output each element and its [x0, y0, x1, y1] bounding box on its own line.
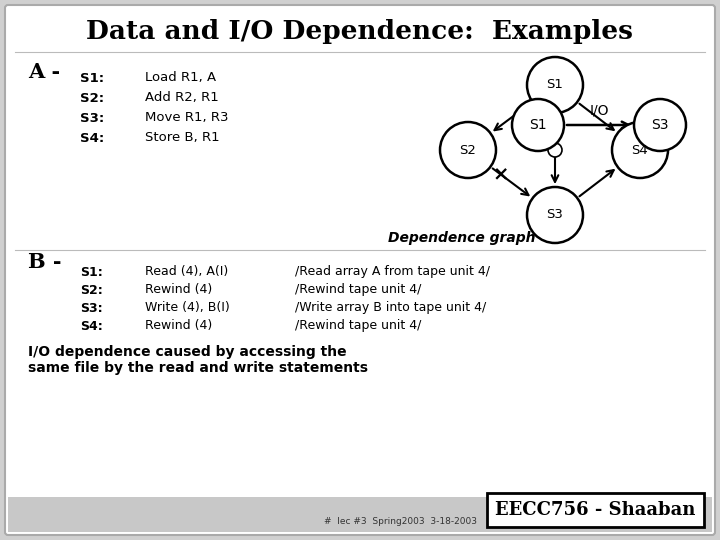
- Text: S3:: S3:: [80, 301, 103, 314]
- Text: Rewind (4): Rewind (4): [145, 284, 212, 296]
- Text: Rewind (4): Rewind (4): [145, 320, 212, 333]
- Text: I/O dependence caused by accessing the: I/O dependence caused by accessing the: [28, 345, 346, 359]
- Text: Read (4), A(I): Read (4), A(I): [145, 266, 228, 279]
- Text: I/O: I/O: [589, 103, 608, 117]
- Text: S1: S1: [546, 78, 564, 91]
- Text: /Write array B into tape unit 4/: /Write array B into tape unit 4/: [295, 301, 486, 314]
- Text: Load R1, A: Load R1, A: [145, 71, 216, 84]
- Circle shape: [634, 99, 686, 151]
- Circle shape: [527, 187, 583, 243]
- FancyBboxPatch shape: [5, 5, 715, 535]
- Text: S1:: S1:: [80, 266, 103, 279]
- FancyBboxPatch shape: [487, 493, 704, 527]
- Text: EECC756 - Shaaban: EECC756 - Shaaban: [495, 501, 696, 519]
- Circle shape: [512, 99, 564, 151]
- Text: Move R1, R3: Move R1, R3: [145, 111, 228, 125]
- Text: S2: S2: [459, 144, 477, 157]
- Text: S4: S4: [631, 144, 649, 157]
- Text: S1:: S1:: [80, 71, 104, 84]
- Text: Dependence graph: Dependence graph: [388, 231, 536, 245]
- Text: Add R2, R1: Add R2, R1: [145, 91, 219, 105]
- Text: S1: S1: [529, 118, 546, 132]
- Text: /Rewind tape unit 4/: /Rewind tape unit 4/: [295, 284, 421, 296]
- Text: S4:: S4:: [80, 320, 103, 333]
- Text: S3: S3: [546, 208, 564, 221]
- Text: S2:: S2:: [80, 284, 103, 296]
- Text: #  lec #3  Spring2003  3-18-2003: # lec #3 Spring2003 3-18-2003: [323, 517, 477, 526]
- Text: S3: S3: [652, 118, 669, 132]
- Circle shape: [527, 57, 583, 113]
- Circle shape: [548, 143, 562, 157]
- Text: Data and I/O Dependence:  Examples: Data and I/O Dependence: Examples: [86, 19, 634, 44]
- Text: /Read array A from tape unit 4/: /Read array A from tape unit 4/: [295, 266, 490, 279]
- Circle shape: [440, 122, 496, 178]
- Text: /Rewind tape unit 4/: /Rewind tape unit 4/: [295, 320, 421, 333]
- Text: Write (4), B(I): Write (4), B(I): [145, 301, 230, 314]
- Text: B -: B -: [28, 252, 61, 272]
- Text: same file by the read and write statements: same file by the read and write statemen…: [28, 361, 368, 375]
- FancyBboxPatch shape: [8, 497, 712, 532]
- Text: Store B, R1: Store B, R1: [145, 132, 220, 145]
- Circle shape: [612, 122, 668, 178]
- Text: S4:: S4:: [80, 132, 104, 145]
- Text: S3:: S3:: [80, 111, 104, 125]
- Text: S2:: S2:: [80, 91, 104, 105]
- Text: ×: ×: [493, 165, 509, 184]
- Text: A -: A -: [28, 62, 60, 82]
